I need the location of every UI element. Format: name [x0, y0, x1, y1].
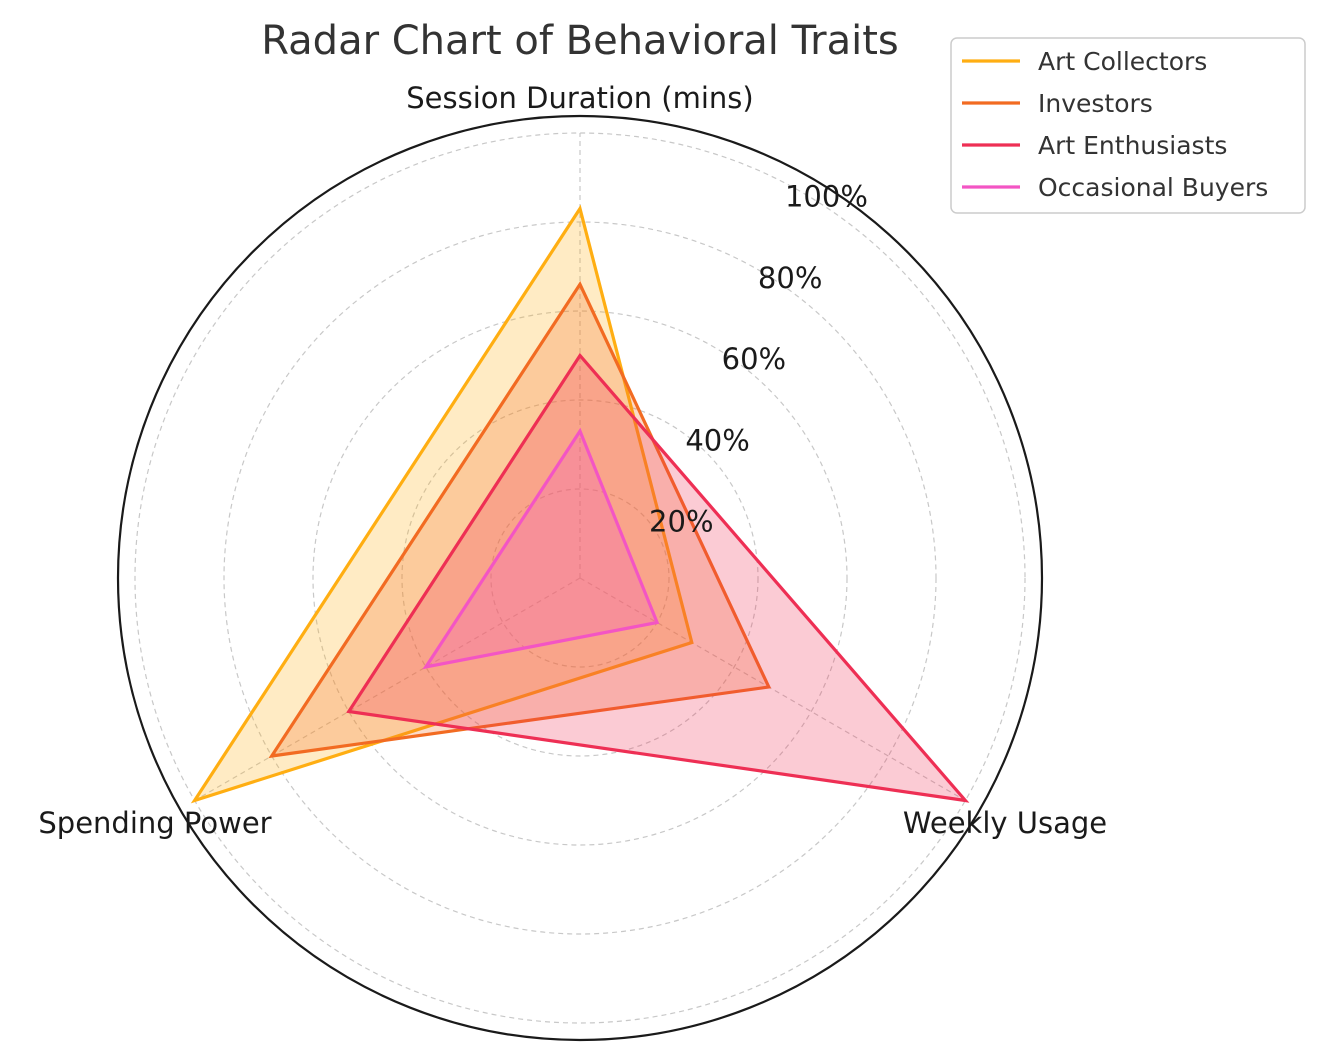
grid-spoke — [194, 577, 581, 802]
radial-tick-label: 60% — [722, 342, 786, 376]
series-polygon-art-collectors — [190, 204, 694, 804]
axis-label: Spending Power — [38, 806, 271, 840]
radar-grid — [116, 114, 1044, 1042]
outer-frame — [116, 114, 1044, 1042]
series-polygon-art-enthusiasts — [346, 352, 970, 803]
axis-label: Session Duration (mins) — [406, 81, 753, 115]
legend-label: Occasional Buyers — [1038, 173, 1268, 202]
legend-label: Investors — [1038, 89, 1153, 118]
series-polygon-occasional-buyers — [422, 427, 660, 670]
grid-spoke — [579, 577, 966, 802]
radial-tick-label: 40% — [685, 423, 749, 457]
grid-ring — [312, 310, 848, 846]
legend: Art Collectors Investors Art Enthusiasts Oc… — [950, 37, 1306, 214]
radial-tick-label: 80% — [758, 261, 822, 295]
grid-ring — [134, 132, 1026, 1024]
legend-label: Art Collectors — [1038, 47, 1207, 76]
grid-ring — [490, 488, 670, 668]
radial-tick-label: 20% — [649, 505, 713, 539]
legend-label: Art Enthusiasts — [1038, 131, 1227, 160]
axis-label: Weekly Usage — [903, 806, 1107, 840]
axis-labels: Session Duration (mins) Weekly Usage Spend… — [38, 81, 1107, 840]
legend-box — [950, 37, 1306, 214]
chart-title: Radar Chart of Behavioral Traits — [261, 18, 899, 64]
tick-labels: 20% 40% 60% 80% 100% — [649, 180, 868, 539]
grid-ring — [401, 399, 759, 757]
series-layer — [190, 204, 970, 804]
radial-tick-label: 100% — [785, 180, 868, 214]
